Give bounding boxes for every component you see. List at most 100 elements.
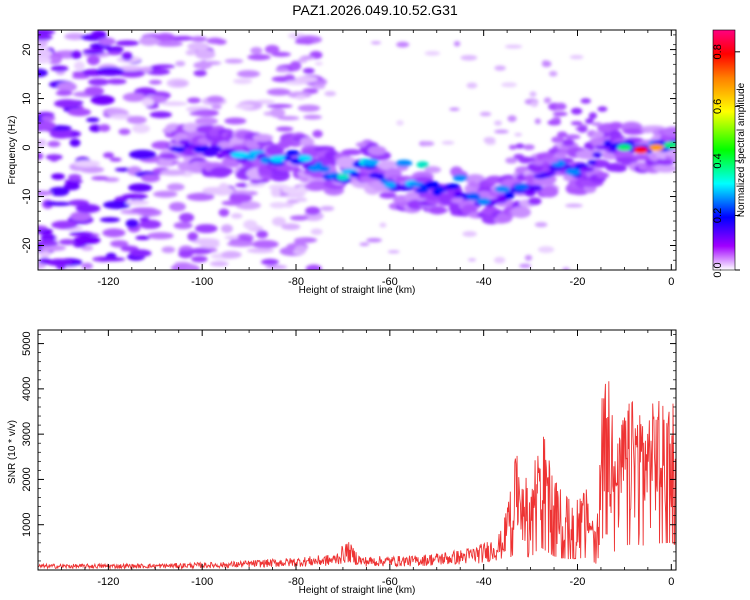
heatmap-cell (48, 186, 70, 197)
heatmap-cell (543, 97, 552, 104)
heatmap-cell (48, 201, 72, 207)
heatmap-cell (552, 111, 568, 117)
heatmap-cell (84, 86, 105, 96)
heatmap-cell (72, 71, 85, 77)
heatmap-cell (38, 262, 46, 269)
colorbar-tick-label: 0.8 (712, 44, 724, 59)
colorbar-label: Normalized spectral amplitude (736, 82, 747, 217)
heatmap-cell (51, 220, 78, 230)
heatmap-cell (58, 238, 77, 246)
heatmap-cell (264, 44, 280, 54)
heatmap-cell (174, 35, 194, 41)
heatmap-cell (537, 246, 555, 254)
heatmap-cell (73, 61, 85, 71)
chart-title: PAZ1.2026.049.10.52.G31 (292, 2, 458, 18)
heatmap-cell (70, 211, 92, 222)
heatmap-cell (398, 185, 415, 191)
heatmap-cell (109, 157, 122, 162)
heatmap-cell (128, 149, 157, 160)
heatmap-cell (460, 54, 478, 61)
heatmap-cell (608, 121, 624, 130)
heatmap-cell (513, 183, 529, 191)
x-tick-label: -60 (382, 276, 398, 288)
heatmap-cell (467, 258, 477, 262)
y-tick-label: -20 (21, 238, 33, 254)
heatmap-cell (585, 118, 594, 124)
heatmap-cell (211, 104, 222, 110)
heatmap-cell (129, 249, 152, 257)
heatmap-cell (125, 199, 149, 206)
heatmap-cell (295, 197, 308, 202)
heatmap-cell (193, 61, 213, 70)
x-tick-label: -20 (570, 576, 586, 588)
x-tick-label: -40 (476, 276, 492, 288)
snr-y-ticks: 1000 2000 3000 4000 5000 (21, 331, 676, 562)
heatmap-cell (275, 67, 290, 73)
heatmap-cell (118, 128, 131, 135)
heatmap-cell (297, 104, 321, 112)
heatmap-cell (540, 185, 559, 198)
heatmap-cell (289, 60, 302, 71)
heatmap-cell (477, 197, 491, 205)
heatmap-cell (69, 138, 81, 147)
heatmap-cell (515, 143, 525, 149)
heatmap-cell (421, 141, 435, 147)
heatmap-cell (523, 144, 535, 151)
heatmap-cell (367, 145, 387, 156)
x-tick-label: -100 (191, 276, 213, 288)
heatmap-cell (261, 258, 279, 266)
heatmap-cell (453, 40, 461, 47)
heatmap-cell (86, 117, 100, 123)
heatmap-cell (141, 97, 155, 107)
heatmap-cell (534, 222, 548, 228)
heatmap-cell (128, 183, 153, 192)
heatmap-cell (562, 267, 570, 270)
heatmap-cell (452, 174, 468, 182)
heatmap-cell (483, 137, 496, 144)
heatmap-cell (38, 34, 53, 41)
heatmap-cell (592, 151, 603, 158)
heatmap-cell (663, 141, 676, 149)
heatmap-cell (218, 182, 229, 193)
heatmap-cell (141, 174, 161, 183)
heatmap-cell (534, 118, 541, 125)
snr-x-label: Height of straight line (km) (299, 585, 416, 596)
heatmap-cell (236, 70, 261, 78)
heatmap-cell (228, 193, 253, 203)
heatmap-cell (224, 58, 244, 64)
heatmap-cell (295, 76, 318, 83)
colorbar-tick-label: 0.0 (712, 262, 724, 277)
heatmap-cell (336, 173, 350, 181)
heatmap-cell (226, 240, 255, 247)
x-tick-label: -20 (570, 276, 586, 288)
heatmap-cell (297, 58, 308, 63)
heatmap-cell (98, 37, 116, 46)
heatmap-cell (370, 41, 382, 45)
colorbar-tick-label: 0.6 (712, 99, 724, 114)
heatmap-cell (265, 144, 285, 157)
heatmap-cell (38, 120, 56, 131)
heatmap-cell (187, 97, 201, 104)
heatmap-cell (359, 242, 370, 247)
y-tick-label: -10 (21, 189, 33, 205)
heatmap-cell (577, 125, 588, 133)
x-tick-label: -80 (288, 576, 304, 588)
heatmap-cell (63, 182, 81, 191)
heatmap-cell (186, 192, 215, 201)
heatmap-cell (126, 116, 147, 125)
y-tick-label: 10 (21, 92, 33, 104)
x-tick-label: 0 (668, 576, 674, 588)
heatmap-cell (122, 92, 146, 102)
x-tick-label: -60 (382, 576, 398, 588)
heatmap-cell (187, 248, 212, 255)
heatmap-cell (55, 90, 73, 97)
heatmap-cell (45, 258, 73, 267)
heatmap-cell (214, 39, 227, 45)
spectrogram-x-ticks: -120 -100 -80 -60 -40 -20 0 (61, 30, 674, 288)
heatmap-cell (308, 165, 322, 173)
heatmap-cell (570, 107, 583, 115)
snr-series-line (38, 381, 676, 570)
heatmap-cell (671, 147, 676, 154)
heatmap-cell (570, 121, 583, 126)
heatmap-cell (501, 82, 517, 88)
